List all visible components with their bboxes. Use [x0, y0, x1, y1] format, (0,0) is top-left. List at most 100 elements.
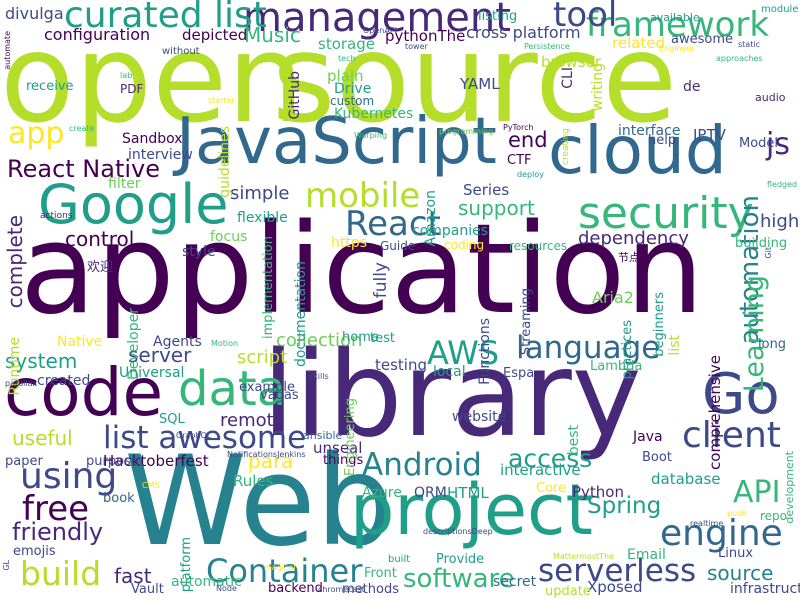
word-github: GitHub [287, 71, 303, 120]
word-script: script [237, 347, 288, 368]
word-control: control [65, 227, 135, 251]
word-google: Google [38, 173, 229, 236]
word-boot: Boot [642, 450, 672, 465]
word-spring: Spring [587, 493, 662, 519]
word-testing: testing [375, 356, 428, 374]
word-infrastructure: infrastructure [730, 581, 800, 597]
word-paper: paper [5, 454, 43, 469]
word-de: de [683, 79, 701, 95]
word-test: test [370, 331, 395, 346]
word-react: React [345, 204, 441, 244]
word-programming: programming [439, 127, 494, 136]
word-html: HTML [447, 484, 489, 502]
word-functions: Functions [477, 318, 493, 385]
word-awesome: awesome [671, 32, 733, 47]
word-amazon: Amazon [423, 190, 439, 247]
word-backend: backend [268, 581, 323, 596]
word-home: home [342, 330, 379, 345]
word-persistence: Persistence [524, 42, 570, 51]
word-beginners: beginners [652, 292, 667, 357]
word-language: language [516, 330, 661, 366]
word-receive: receive [26, 79, 74, 94]
word-model: Model [739, 136, 779, 151]
word-ctf: CTF [507, 153, 532, 168]
word-methods: methods [342, 582, 399, 597]
word-serverless: serverless [538, 553, 697, 589]
word-pythonthe: pythonThe [385, 27, 466, 45]
word-source: source [272, 8, 678, 150]
word-mobile: mobile [305, 176, 421, 216]
word-sql: SQL [159, 412, 185, 427]
word-software: software [403, 564, 515, 594]
word-available: available [650, 11, 700, 24]
word-git: Git [764, 247, 773, 259]
word-cms: CMS [142, 481, 160, 490]
word-focus: focus [210, 229, 248, 245]
word-static: static [738, 40, 760, 49]
word-project: project [350, 469, 593, 551]
word-end: end [508, 128, 548, 152]
word-realtime: realtime [690, 519, 724, 528]
word-tower: tower [405, 42, 428, 51]
word-secret: secret [493, 574, 537, 590]
word-things: things [323, 453, 364, 468]
word-library: library [262, 325, 642, 463]
word-lab: lab [120, 71, 133, 80]
word-list-awesome: list awesome [103, 420, 307, 456]
word-approaches: approaches [716, 54, 763, 63]
word-para: para [248, 449, 294, 473]
word-parallax: parallax [5, 379, 38, 388]
word-descriptionsdeep: descriptionsDeep [423, 527, 493, 536]
word-custom: custom [330, 94, 375, 108]
word-vagas: vagas [260, 388, 299, 403]
word-fledged: fledged [767, 180, 798, 189]
word-configuration: configuration [44, 25, 151, 44]
word-sandbox: Sandbox [122, 131, 183, 147]
word-warping: Warping [354, 131, 388, 140]
word-open: open [0, 8, 305, 150]
word-hacktoberfest: Hacktoberfest [103, 452, 209, 470]
word-fully: fully [371, 262, 391, 299]
word-app: app [8, 116, 65, 151]
word-development: development [783, 451, 796, 524]
word-free: free [22, 489, 90, 529]
word-push: push [727, 509, 747, 518]
word-storage: storage [318, 35, 375, 53]
word-module: module [761, 4, 799, 15]
word-engineering: Engineering [343, 398, 358, 476]
word-motion: Motion [211, 339, 239, 348]
word-data: data [178, 361, 287, 417]
word-client: client [682, 415, 781, 456]
word-graphql: GraphQL [176, 431, 212, 440]
word-built: built [388, 554, 411, 565]
word-update: update [545, 584, 591, 599]
word-management: management [243, 0, 511, 41]
word-ansible: ansible [303, 429, 343, 442]
word-learning: Learning [739, 275, 770, 393]
word-js: js [766, 127, 790, 162]
word-series: Series [463, 181, 510, 199]
word-plain: plain [327, 67, 364, 85]
word-audio: audio [755, 91, 786, 104]
word-interview: interview [128, 147, 193, 163]
word-drive: Drive [334, 81, 372, 97]
word-simple: simple [230, 183, 290, 204]
word-best: best [566, 425, 582, 456]
word-automatic: automatic [171, 574, 242, 590]
word-building: building [735, 236, 788, 251]
word-browser: browser [541, 53, 602, 71]
word-guide: Guide [380, 239, 416, 253]
word-actions: actions [40, 211, 73, 221]
word-node: Node [216, 584, 237, 593]
word-gl: GL [2, 560, 11, 571]
word-database: database [651, 470, 721, 488]
word-interface: interface [618, 123, 681, 139]
word-resources: resources [509, 239, 568, 253]
word-example: example [239, 380, 295, 395]
word-magical: magical [264, 563, 296, 572]
word-streaming: Streaming [519, 288, 534, 356]
word-container: Container [206, 552, 363, 590]
word-starter: starter [208, 96, 235, 105]
word-without: without [162, 46, 200, 57]
word-native: Native [57, 334, 103, 350]
